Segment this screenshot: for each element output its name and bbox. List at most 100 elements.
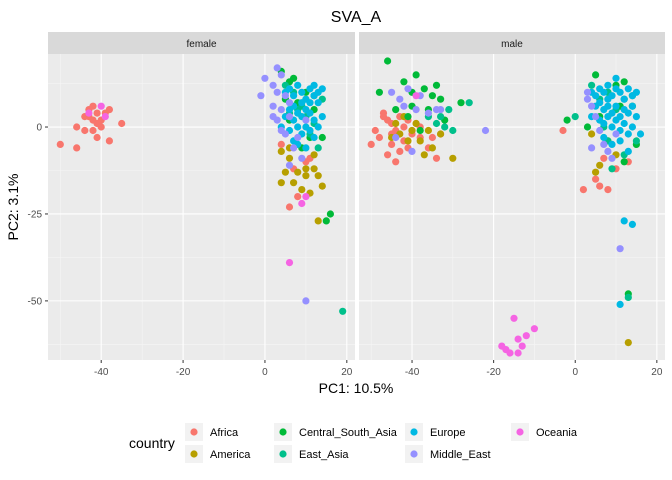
data-point-america <box>416 137 424 145</box>
data-point-middle-east <box>600 140 608 148</box>
data-point-africa <box>604 186 612 194</box>
data-point-central-south-asia <box>437 95 445 103</box>
y-axis-title: PC2: 3.1% <box>5 174 21 241</box>
data-point-middle-east <box>273 64 281 72</box>
x-axis-male: -40 -20 0 20 <box>405 360 663 378</box>
data-point-middle-east <box>388 88 396 96</box>
x-axis-title: PC1: 10.5% <box>319 380 394 396</box>
data-point-europe <box>302 144 310 152</box>
data-point-europe <box>604 113 612 121</box>
data-point-africa <box>93 133 101 142</box>
data-point-europe <box>294 81 302 89</box>
data-point-middle-east <box>608 154 616 162</box>
data-point-east-asia <box>441 123 449 131</box>
data-point-east-asia <box>449 126 457 135</box>
data-point-america <box>298 186 306 194</box>
data-point-america <box>588 130 596 138</box>
data-point-africa <box>89 102 97 110</box>
data-point-europe <box>616 300 624 308</box>
data-point-america <box>302 165 310 173</box>
panel-female-label: female <box>186 39 216 50</box>
data-point-america <box>428 144 436 152</box>
data-point-east-asia <box>445 106 453 114</box>
data-point-europe <box>620 217 628 225</box>
data-point-europe <box>616 88 624 96</box>
data-point-oceania <box>502 346 510 354</box>
data-point-europe <box>306 126 314 135</box>
data-point-central-south-asia <box>384 57 392 65</box>
legend-key-marker <box>190 450 198 458</box>
panel-male-grid <box>359 54 665 360</box>
data-point-middle-east <box>302 116 310 124</box>
data-point-east-asia <box>608 165 616 173</box>
data-point-oceania <box>101 113 109 121</box>
data-point-middle-east <box>392 133 400 142</box>
data-point-america <box>592 168 600 176</box>
data-point-africa <box>277 140 285 148</box>
y-tick-label: -25 <box>28 209 43 220</box>
data-point-africa <box>388 140 396 148</box>
data-point-america <box>420 151 428 159</box>
data-point-middle-east <box>583 95 592 103</box>
x-tick-label: 0 <box>262 367 268 378</box>
data-point-africa <box>428 133 436 142</box>
data-point-middle-east <box>277 71 285 79</box>
legend-label: America <box>210 449 251 461</box>
panel-female-points <box>56 64 347 315</box>
data-point-oceania <box>97 102 105 110</box>
x-tick-label: -40 <box>94 367 109 378</box>
panel-male-strip <box>359 32 665 54</box>
y-axis: 0 -25 -50 <box>28 123 48 307</box>
legend-key-marker <box>516 428 524 436</box>
data-point-central-south-asia <box>592 71 600 79</box>
data-point-europe <box>604 81 612 89</box>
data-point-europe <box>608 123 616 131</box>
data-point-central-south-asia <box>400 78 408 86</box>
panel-male-background <box>359 54 665 360</box>
data-point-central-south-asia <box>375 88 383 96</box>
data-point-africa <box>375 133 383 142</box>
data-point-africa <box>73 144 81 152</box>
data-point-central-south-asia <box>583 123 592 131</box>
data-point-middle-east <box>277 126 285 135</box>
data-point-europe <box>624 85 632 93</box>
data-point-africa <box>400 123 408 131</box>
data-point-africa <box>73 123 81 131</box>
data-point-central-south-asia <box>420 85 428 93</box>
data-point-africa <box>559 126 567 135</box>
data-point-middle-east <box>302 297 310 305</box>
data-point-europe <box>600 88 608 96</box>
data-point-america <box>310 151 318 159</box>
data-point-central-south-asia <box>428 92 436 100</box>
data-point-middle-east <box>281 92 289 100</box>
data-point-america <box>392 119 400 128</box>
data-point-europe <box>624 147 632 155</box>
data-point-middle-east <box>400 102 408 110</box>
legend: country Africa America Central_South_Asia E… <box>129 423 578 463</box>
data-point-middle-east <box>273 88 281 96</box>
data-point-east-asia <box>632 137 641 145</box>
data-point-central-south-asia <box>620 158 628 166</box>
data-point-central-south-asia <box>326 210 334 218</box>
data-point-africa <box>81 126 89 135</box>
data-point-europe <box>306 99 314 107</box>
data-point-europe <box>318 85 326 93</box>
data-point-central-south-asia <box>404 113 412 121</box>
data-point-europe <box>628 102 637 110</box>
data-point-europe <box>310 81 318 89</box>
legend-key-marker <box>279 428 287 436</box>
data-point-africa <box>432 154 441 162</box>
data-point-middle-east <box>396 95 404 103</box>
x-tick-label: -20 <box>176 367 191 378</box>
data-point-oceania <box>514 349 522 357</box>
legend-key-marker <box>279 450 287 458</box>
data-point-africa <box>285 203 294 211</box>
legend-label: Middle_East <box>430 449 491 461</box>
x-tick-label: 20 <box>341 367 353 378</box>
data-point-middle-east <box>261 74 269 82</box>
data-point-middle-east <box>412 106 420 114</box>
data-point-middle-east <box>588 102 596 110</box>
data-point-europe <box>608 140 616 148</box>
data-point-oceania <box>302 193 310 201</box>
